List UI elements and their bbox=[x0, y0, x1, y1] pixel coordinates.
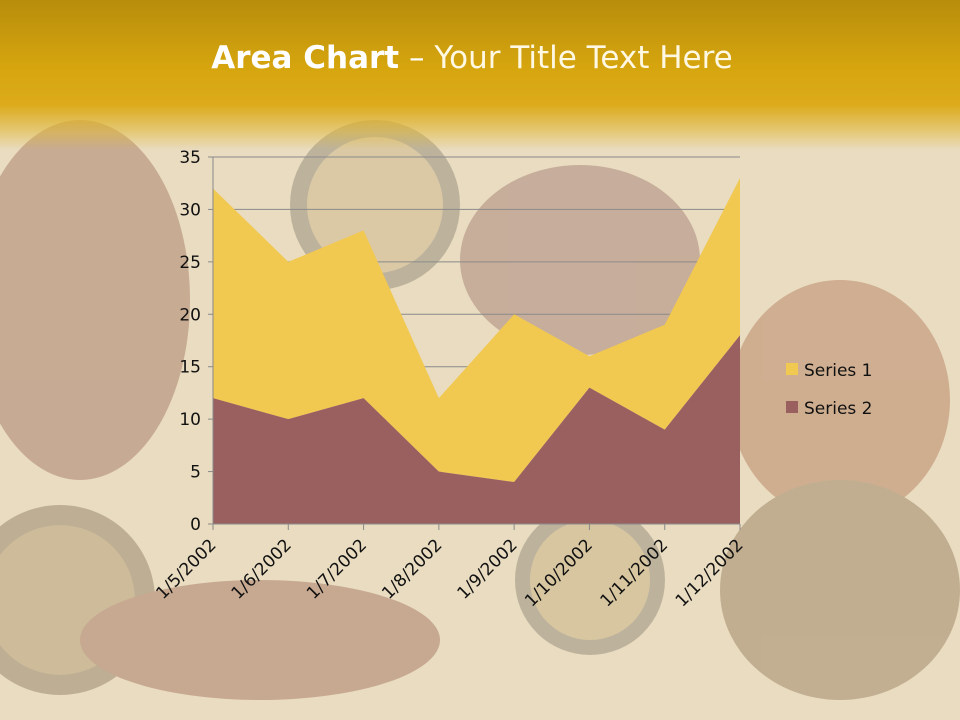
x-tick-label: 1/9/2002 bbox=[454, 535, 522, 603]
y-tick-label: 15 bbox=[179, 358, 201, 378]
title-banner bbox=[0, 0, 960, 150]
slide-title: Area Chart – Your Title Text Here bbox=[0, 40, 944, 76]
y-tick-label: 35 bbox=[179, 148, 201, 168]
x-tick-label: 1/5/2002 bbox=[152, 535, 220, 603]
y-tick-label: 0 bbox=[190, 515, 201, 535]
title-dash: – bbox=[399, 40, 435, 76]
y-tick-label: 25 bbox=[179, 253, 201, 273]
x-tick-label: 1/12/2002 bbox=[672, 535, 748, 611]
x-tick-label: 1/10/2002 bbox=[521, 535, 597, 611]
y-tick-label: 20 bbox=[179, 305, 201, 325]
legend-swatch-series-1 bbox=[786, 363, 798, 375]
legend-label-series-2: Series 2 bbox=[804, 399, 873, 419]
title-rest: Your Title Text Here bbox=[434, 40, 733, 76]
x-tick-label: 1/8/2002 bbox=[378, 535, 446, 603]
series-2-area bbox=[213, 335, 740, 524]
title-bold: Area Chart bbox=[211, 40, 400, 76]
series-1-area bbox=[213, 177, 740, 483]
x-tick-label: 1/7/2002 bbox=[303, 535, 371, 603]
y-tick-label: 5 bbox=[190, 463, 201, 483]
y-tick-label: 30 bbox=[179, 200, 201, 220]
x-tick-label: 1/6/2002 bbox=[228, 535, 296, 603]
legend-label-series-1: Series 1 bbox=[804, 361, 873, 381]
x-tick-label: 1/11/2002 bbox=[596, 535, 672, 611]
legend-swatch-series-2 bbox=[786, 401, 798, 413]
y-tick-label: 10 bbox=[179, 410, 201, 430]
